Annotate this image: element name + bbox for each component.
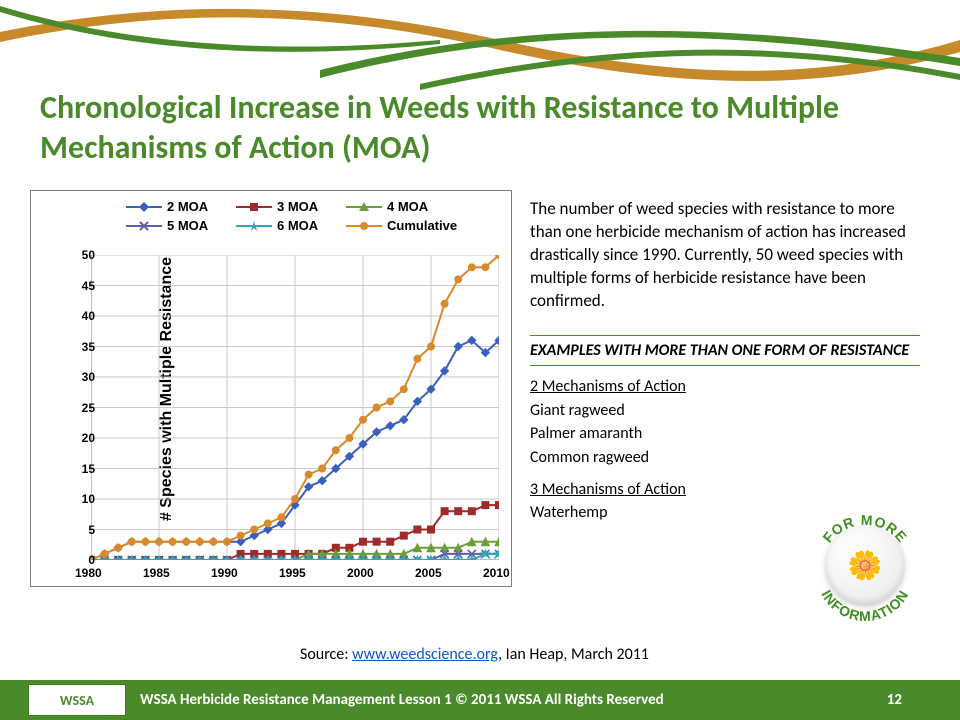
legend-item: 2 MOA (126, 199, 218, 214)
source-citation: Source: www.weedscience.org, Ian Heap, M… (300, 645, 649, 664)
svg-text:INFORMATION: INFORMATION (818, 587, 911, 624)
chart-legend: 2 MOA 3 MOA 4 MOA 5 MOA 6 MOA Cumulative (126, 199, 483, 251)
y-tick: 0 (75, 553, 95, 567)
page-title: Chronological Increase in Weeds with Res… (40, 88, 920, 168)
x-tick: 2005 (415, 566, 442, 580)
y-tick: 5 (75, 523, 95, 537)
body-column: The number of weed species with resistan… (530, 198, 920, 524)
chart-container: # Species with Multiple Resistance 2 MOA… (30, 190, 512, 587)
legend-item: Cumulative (346, 218, 457, 233)
y-tick: 50 (75, 248, 95, 262)
y-tick: 15 (75, 462, 95, 476)
body-paragraph: The number of weed species with resistan… (530, 198, 920, 313)
x-tick: 1995 (279, 566, 306, 580)
example-heading: 2 Mechanisms of Action (530, 376, 920, 398)
legend-item: 3 MOA (236, 199, 328, 214)
y-tick: 40 (75, 309, 95, 323)
x-tick: 2010 (483, 566, 510, 580)
y-tick: 45 (75, 279, 95, 293)
y-tick: 25 (75, 401, 95, 415)
x-tick: 1985 (143, 566, 170, 580)
for-more-info-badge[interactable]: FOR MORE INFORMATION 🌼 (806, 506, 924, 624)
example-item: Palmer amaranth (530, 423, 920, 445)
y-tick: 20 (75, 431, 95, 445)
page-number: 12 (887, 691, 902, 709)
header-swoosh (0, 0, 960, 100)
examples-header: Examples with more than one form of resi… (530, 335, 920, 367)
x-tick: 1990 (211, 566, 238, 580)
legend-item: 5 MOA (126, 218, 218, 233)
wssa-logo: WSSA (28, 684, 126, 716)
x-tick: 1980 (75, 566, 102, 580)
svg-text:FOR MORE: FOR MORE (819, 512, 910, 546)
y-tick: 30 (75, 370, 95, 384)
footer-text: WSSA Herbicide Resistance Management Les… (140, 691, 664, 709)
y-tick: 35 (75, 340, 95, 354)
legend-item: 4 MOA (346, 199, 438, 214)
example-item: Giant ragweed (530, 400, 920, 422)
footer-bar: WSSA WSSA Herbicide Resistance Managemen… (0, 680, 960, 720)
source-link[interactable]: www.weedscience.org (352, 645, 498, 664)
example-item: Common ragweed (530, 447, 920, 469)
legend-item: 6 MOA (236, 218, 328, 233)
y-tick: 10 (75, 492, 95, 506)
example-heading: 3 Mechanisms of Action (530, 479, 920, 501)
chart-plot-area (91, 255, 499, 560)
x-tick: 2000 (347, 566, 374, 580)
